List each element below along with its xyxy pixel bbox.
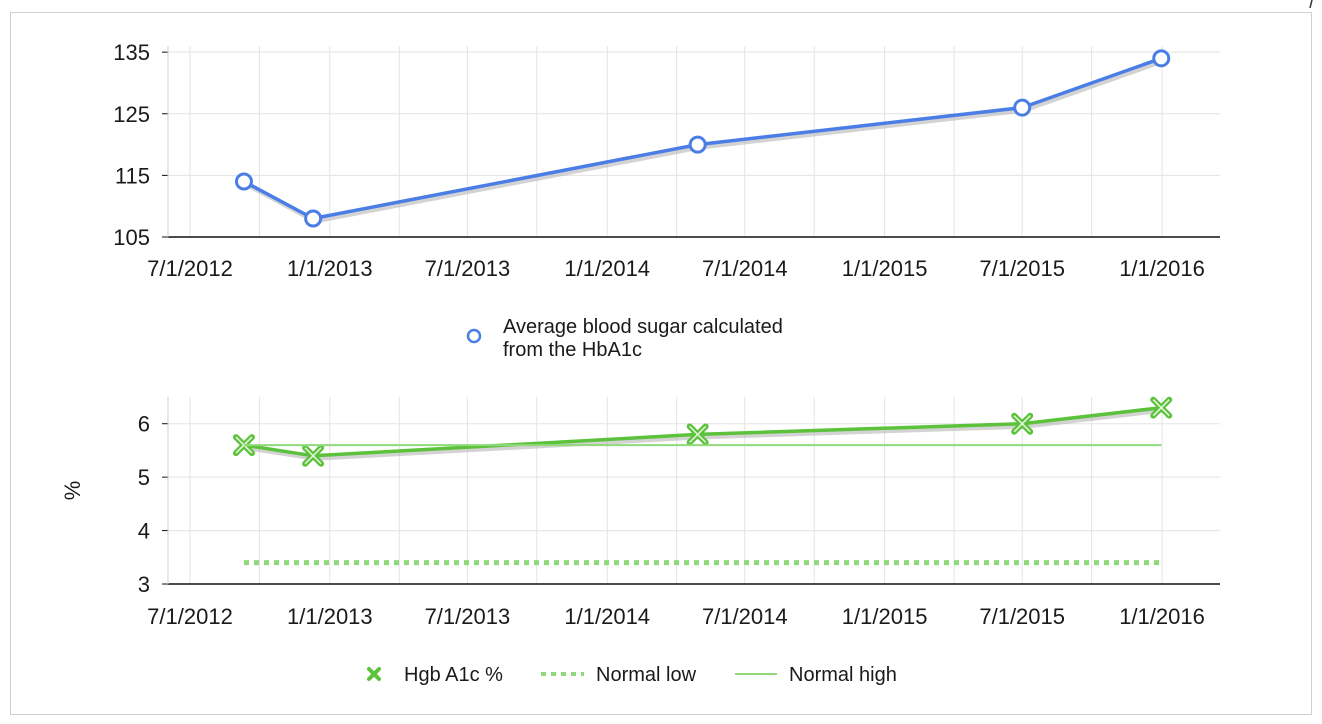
- x-tick-label: 1/1/2014: [564, 604, 650, 629]
- chart-top-average-blood-sugar: 7/1/2012 1/1/2013 7/1/2013 1/1/2014 7/1/2014…: [113, 40, 1220, 361]
- data-point: [1152, 49, 1171, 68]
- series-hgb-a1c-: [232, 396, 1173, 467]
- data-point: [688, 135, 707, 154]
- x-marker-highlight: [304, 447, 322, 465]
- y-tick-label: 3: [138, 572, 150, 597]
- y-tick-label: 135: [113, 40, 150, 65]
- x-tick-label: 1/1/2013: [287, 604, 373, 629]
- data-point: [1013, 98, 1032, 117]
- chart-bottom-hgb-a1c: 7/1/2012 1/1/2013 7/1/2013 1/1/2014 7/1/2014…: [60, 396, 1220, 686]
- x-marker-highlight: [1152, 399, 1170, 417]
- data-point: [1150, 396, 1173, 419]
- data-point: [232, 434, 255, 457]
- x-tick-label: 7/1/2013: [425, 256, 511, 281]
- y-tick-label: 4: [138, 519, 150, 544]
- y-axis-label: %: [60, 481, 85, 501]
- data-point: [686, 423, 709, 446]
- x-tick-label: 7/1/2013: [425, 604, 511, 629]
- data-point: [302, 444, 325, 467]
- x-marker-highlight: [1013, 415, 1031, 433]
- data-point: [1011, 412, 1034, 435]
- x-tick-label: 7/1/2015: [979, 256, 1065, 281]
- legend-marker-x-icon: [367, 667, 381, 681]
- x-tick-label: 7/1/2014: [702, 256, 788, 281]
- chart-frame: [10, 12, 1312, 715]
- x-tick-label: 1/1/2016: [1119, 604, 1205, 629]
- legend-label-line-1: Average blood sugar calculated: [503, 316, 783, 338]
- data-point: [234, 172, 253, 191]
- legend-label-line-2: from the HbA1c: [503, 339, 642, 361]
- x-marker-highlight: [689, 425, 707, 443]
- legend: Hgb A1c % Normal low Normal high: [367, 664, 897, 686]
- data-point: [304, 209, 323, 228]
- x-tick-label: 7/1/2012: [147, 256, 233, 281]
- x-marker-highlight: [235, 436, 253, 454]
- x-tick-label: 7/1/2015: [979, 604, 1065, 629]
- x-tick-label: 1/1/2013: [287, 256, 373, 281]
- series-average-blood-sugar-calculated-from-the-hba1c: [234, 49, 1171, 228]
- y-tick-label: 5: [138, 465, 150, 490]
- y-tick-label: 105: [113, 225, 150, 250]
- x-tick-label: 1/1/2014: [564, 256, 650, 281]
- x-tick-label: 7/1/2014: [702, 604, 788, 629]
- x-tick-label: 1/1/2016: [1119, 256, 1205, 281]
- y-tick-label: 6: [138, 412, 150, 437]
- legend-label: Hgb A1c %: [404, 664, 503, 686]
- legend-label: Normal high: [789, 664, 897, 686]
- y-tick-label: 115: [115, 163, 150, 188]
- corner-mark: [1309, 0, 1313, 9]
- legend-label: Normal low: [596, 664, 697, 686]
- x-tick-label: 1/1/2015: [842, 256, 928, 281]
- x-tick-label: 7/1/2012: [147, 604, 233, 629]
- y-tick-label: 125: [113, 102, 150, 127]
- legend-marker-circle-icon: [466, 328, 482, 344]
- x-tick-label: 1/1/2015: [842, 604, 928, 629]
